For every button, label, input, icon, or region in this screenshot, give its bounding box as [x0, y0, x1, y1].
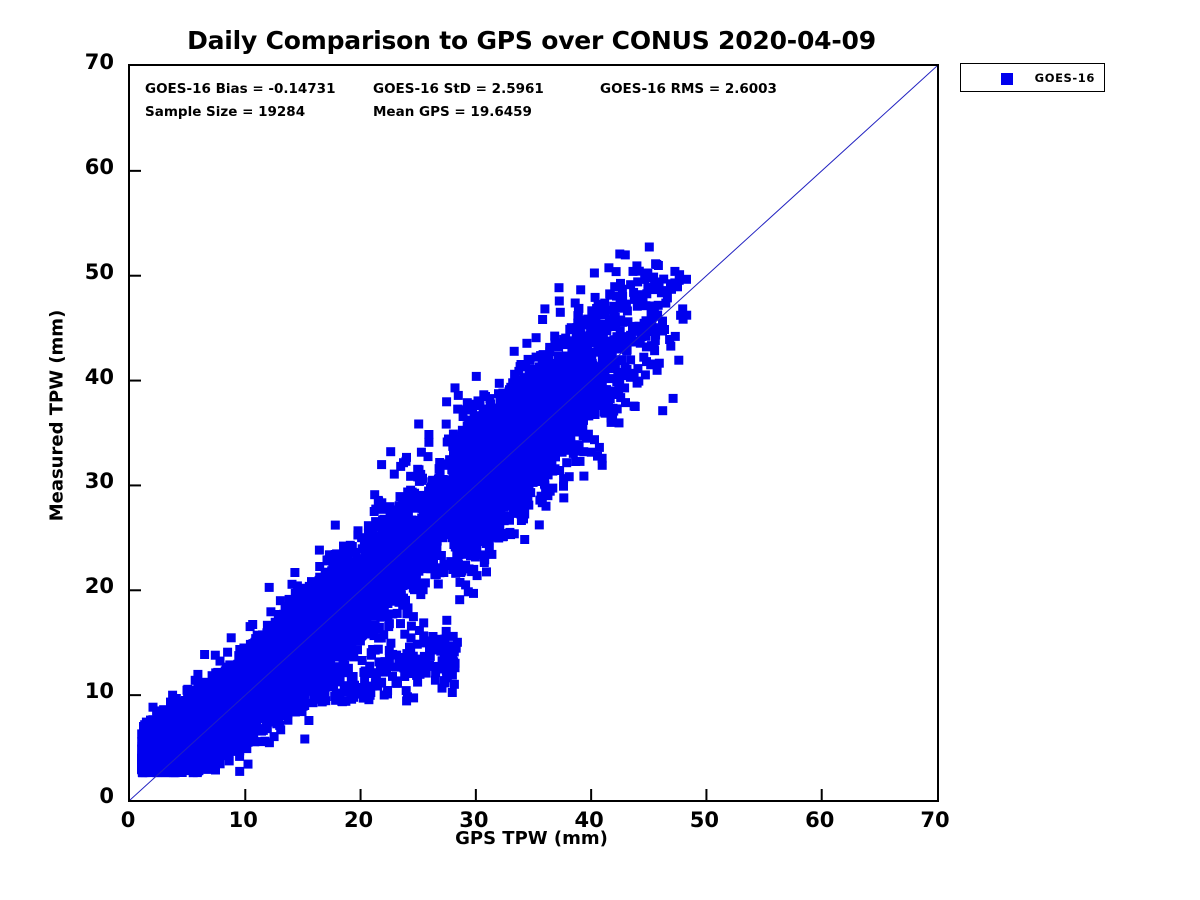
x-tick-label: 50: [689, 808, 720, 832]
x-tick-label: 10: [228, 808, 258, 832]
x-tick-label: 40: [574, 808, 604, 832]
one-to-one-line: [130, 66, 937, 800]
x-tick-label: 30: [459, 808, 489, 832]
stat-bias: GOES-16 Bias = -0.14731: [145, 81, 336, 97]
scatter-points: [130, 66, 937, 800]
y-tick-label: 10: [84, 679, 114, 704]
y-tick-label: 20: [84, 574, 114, 599]
x-tick-label: 60: [805, 808, 835, 832]
x-tick-label: 20: [343, 808, 374, 832]
y-tick-label: 0: [99, 784, 114, 808]
legend-label-goes16: GOES-16: [1034, 71, 1095, 85]
y-tick-label: 50: [84, 259, 114, 284]
stat-sample-size: Sample Size = 19284: [145, 104, 306, 120]
y-tick-label: 70: [84, 50, 114, 74]
stat-std: GOES-16 StD = 2.5961: [373, 81, 544, 97]
legend: GOES-16: [960, 63, 1105, 92]
y-axis-title: Measured TPW (mm): [46, 309, 68, 522]
y-tick-label: 40: [84, 364, 114, 389]
x-axis-title: GPS TPW (mm): [455, 828, 608, 849]
x-tick-label: 70: [920, 808, 950, 832]
stat-rms: GOES-16 RMS = 2.6003: [600, 81, 777, 97]
page-title: Daily Comparison to GPS over CONUS 2020-…: [187, 26, 876, 55]
y-tick-label: 60: [84, 154, 114, 179]
plot-area: [128, 64, 939, 802]
x-tick-label: 0: [120, 808, 136, 832]
stat-mean-gps: Mean GPS = 19.6459: [373, 104, 532, 120]
data-layer: [130, 66, 937, 800]
legend-swatch-goes16: [1001, 73, 1013, 85]
y-tick-label: 30: [84, 469, 114, 494]
